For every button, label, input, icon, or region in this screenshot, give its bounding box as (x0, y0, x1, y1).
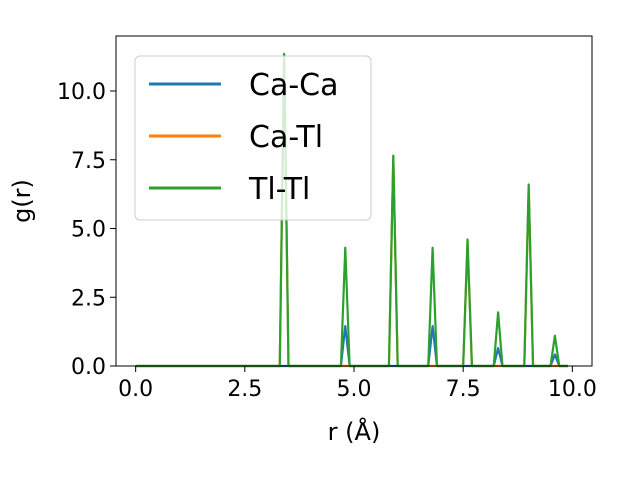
legend-label-ca-tl: Ca-Tl (249, 120, 323, 155)
y-tick-label: 10.0 (57, 80, 106, 105)
x-tick-label: 0.0 (118, 377, 153, 402)
legend-label-tl-tl: Tl-Tl (248, 172, 310, 207)
x-tick-label: 7.5 (446, 377, 481, 402)
x-axis-ticks: 0.0 2.5 5.0 7.5 10.0 (118, 366, 597, 402)
legend-label-ca-ca: Ca-Ca (249, 68, 339, 103)
legend-box (134, 55, 372, 221)
x-tick-label: 5.0 (337, 377, 372, 402)
x-tick-label: 10.0 (548, 377, 597, 402)
legend: Ca-Ca Ca-Tl Tl-Tl (134, 55, 372, 221)
x-tick-label: 2.5 (227, 377, 262, 402)
y-tick-label: 7.5 (71, 149, 106, 174)
y-tick-label: 2.5 (71, 286, 106, 311)
y-tick-label: 0.0 (71, 355, 106, 380)
y-axis-ticks: 0.0 2.5 5.0 7.5 10.0 (57, 80, 116, 380)
x-axis-label: r (Å) (328, 417, 381, 446)
y-axis-label: g(r) (8, 179, 36, 223)
y-tick-label: 5.0 (71, 218, 106, 243)
